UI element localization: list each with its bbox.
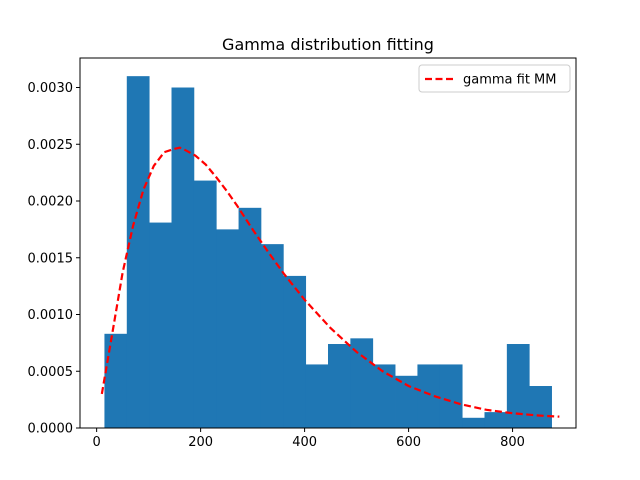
y-tick-label: 0.0030 xyxy=(28,81,74,96)
y-tick-label: 0.0000 xyxy=(28,422,74,437)
histogram-bar xyxy=(484,412,508,428)
histogram-bar xyxy=(171,87,195,428)
histogram-bar xyxy=(372,364,396,428)
legend-label: gamma fit MM xyxy=(463,73,557,88)
histogram-bar xyxy=(462,417,485,428)
histogram-bar xyxy=(417,364,441,428)
x-tick-label: 400 xyxy=(292,435,317,450)
histogram-bar xyxy=(328,344,351,428)
y-axis: 0.0000 0.0005 0.0010 0.0015 0.0020 0.0025 0.00… xyxy=(28,81,80,437)
x-tick-label: 0 xyxy=(92,435,100,450)
histogram-bar xyxy=(350,338,374,428)
histogram-bar xyxy=(126,76,150,428)
series-line xyxy=(100,146,560,418)
histogram-bar xyxy=(149,222,172,428)
y-tick-label: 0.0015 xyxy=(28,251,74,266)
x-tick-label: 800 xyxy=(500,435,525,450)
histogram-bar xyxy=(260,244,284,428)
histogram-bar xyxy=(216,229,239,428)
histogram-bars xyxy=(104,76,552,428)
y-tick-label: 0.0005 xyxy=(28,365,74,380)
histogram-bar xyxy=(238,207,262,428)
chart-title: Gamma distribution fitting xyxy=(222,35,434,54)
y-tick-label: 0.0025 xyxy=(28,138,74,153)
histogram-bar xyxy=(439,364,463,428)
histogram-bar xyxy=(283,275,307,428)
x-axis: 0 200 400 600 800 xyxy=(92,428,525,450)
histogram-bar xyxy=(395,375,418,428)
y-tick-label: 0.0010 xyxy=(28,308,74,323)
histogram-bar xyxy=(193,180,217,428)
histogram-bar xyxy=(104,333,128,428)
x-tick-label: 200 xyxy=(188,435,213,450)
histogram-bar xyxy=(529,386,552,428)
legend-box xyxy=(418,64,571,93)
y-tick-label: 0.0020 xyxy=(28,195,74,210)
legend: gamma fit MM xyxy=(418,64,571,93)
x-tick-label: 600 xyxy=(396,435,421,450)
fit-lines xyxy=(100,146,560,418)
histogram-bar xyxy=(506,344,530,428)
histogram-bar xyxy=(305,364,329,428)
plot-frame xyxy=(79,57,577,429)
